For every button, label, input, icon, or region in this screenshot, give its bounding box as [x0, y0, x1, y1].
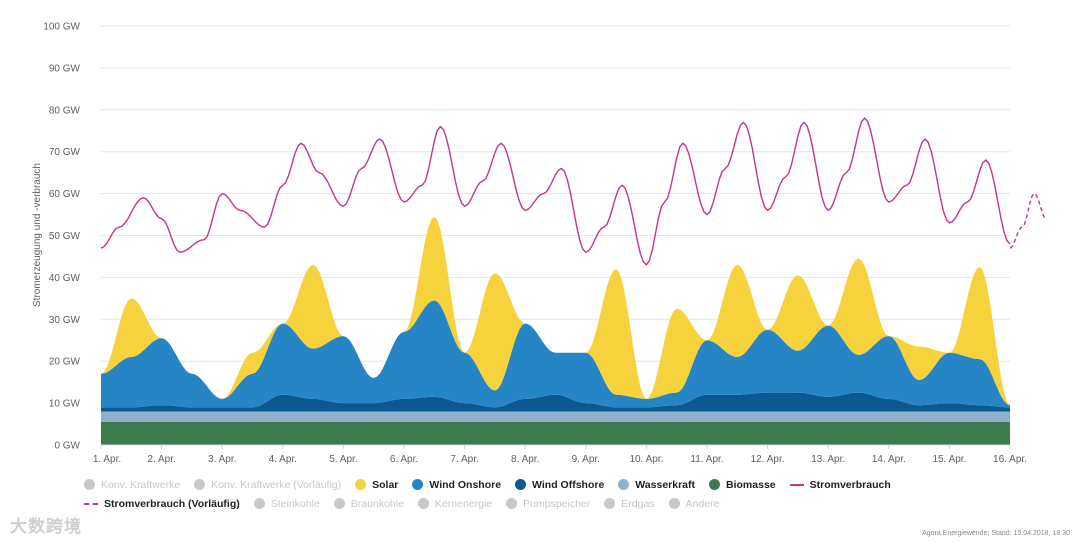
y-tick-label: 30 GW	[49, 315, 81, 326]
legend-label: Pumpspeicher	[523, 497, 591, 510]
x-tick-label: 15. Apr.	[932, 454, 966, 465]
x-tick-label: 16. Apr.	[993, 454, 1027, 465]
legend-dot-icon	[668, 498, 680, 509]
y-tick-label: 80 GW	[49, 105, 81, 116]
legend-item-biomasse[interactable]: Biomasse	[709, 479, 776, 491]
legend-label: Wasserkraft	[635, 478, 696, 491]
credit-text: Agora Energiewende; Stand: 15.04.2018, 1…	[922, 530, 1070, 537]
y-tick-label: 20 GW	[49, 357, 81, 368]
y-tick-label: 100 GW	[43, 22, 80, 33]
y-tick-label: 50 GW	[49, 231, 81, 242]
legend-dot-icon	[515, 479, 527, 490]
legend-item-kernenergie[interactable]: Kernenergie	[417, 497, 493, 510]
y-tick-label: 10 GW	[49, 399, 81, 410]
legend-line-icon	[789, 483, 804, 486]
legend-item-stromverbrauch-vorl-ufig-[interactable]: Stromverbrauch (Vorläufig)	[84, 498, 240, 510]
x-tick-label: 4. Apr.	[269, 454, 297, 465]
legend-row-1: Konv. Kraftwerke Konv. Kraftwerke (Vorläu…	[84, 475, 1044, 494]
legend-label: Andere	[685, 497, 720, 510]
line-series	[100, 117, 1047, 266]
x-tick-label: 3. Apr.	[208, 454, 236, 465]
legend-item-konv-kraftwerke[interactable]: Konv. Kraftwerke	[84, 479, 180, 491]
x-tick-label: 5. Apr.	[329, 454, 357, 465]
legend-dot-icon	[412, 479, 424, 490]
legend-dot-icon	[333, 498, 345, 509]
y-tick-label: 90 GW	[49, 63, 81, 74]
area-wind-onshore	[101, 300, 1010, 408]
legend-label: Erdgas	[621, 497, 655, 510]
x-tick-label: 14. Apr.	[872, 454, 906, 465]
x-tick-label: 10. Apr.	[629, 454, 663, 465]
legend-dot-icon	[604, 498, 616, 509]
legend-item-wind-offshore[interactable]: Wind Offshore	[515, 479, 604, 491]
legend-item-konv-kraftwerke-vorl-ufig-[interactable]: Konv. Kraftwerke (Vorläufig)	[194, 479, 341, 491]
area-wind-offshore	[101, 392, 1010, 412]
x-tick-label: 13. Apr.	[811, 454, 845, 465]
y-axis-ticks: 0 GW 10 GW 20 GW 30 GW 40 GW 50 GW 60 GW 70 GW 8…	[43, 22, 80, 452]
legend-label: Braunkohle	[350, 497, 404, 510]
legend-dot-icon	[417, 498, 429, 509]
legend: Konv. Kraftwerke Konv. Kraftwerke (Vorläu…	[84, 475, 1044, 513]
x-tick-label: 12. Apr.	[751, 454, 785, 465]
x-tick-label: 1. Apr.	[93, 454, 121, 465]
legend-item-erdgas[interactable]: Erdgas	[604, 497, 655, 510]
legend-item-wind-onshore[interactable]: Wind Onshore	[412, 479, 501, 491]
legend-dot-icon	[84, 479, 95, 490]
legend-dot-icon	[355, 479, 367, 490]
area-series	[101, 216, 1010, 445]
legend-item-braunkohle[interactable]: Braunkohle	[333, 497, 404, 510]
x-tick-label: 9. Apr.	[572, 454, 600, 465]
x-axis-ticks: 1. Apr. 2. Apr. 3. Apr. 4. Apr. 5. Apr. 6. Ap…	[93, 445, 1027, 465]
legend-label: Wind Offshore	[532, 478, 605, 491]
legend-label: Stromverbrauch	[809, 478, 891, 491]
legend-label: Stromverbrauch (Vorläufig)	[104, 497, 240, 510]
y-axis-title: Stromerzeugung und -verbrauch	[32, 163, 43, 307]
y-tick-label: 60 GW	[49, 189, 81, 200]
x-tick-label: 6. Apr.	[390, 454, 418, 465]
x-tick-label: 2. Apr.	[147, 454, 175, 465]
legend-label: Konv. Kraftwerke (Vorläufig)	[211, 478, 342, 491]
legend-item-pumpspeicher[interactable]: Pumpspeicher	[506, 498, 590, 510]
area-biomasse	[101, 422, 1010, 445]
legend-item-solar[interactable]: Solar	[355, 479, 398, 491]
x-tick-label: 8. Apr.	[511, 454, 539, 465]
legend-dot-icon	[618, 479, 630, 490]
legend-label: Kernenergie	[434, 497, 493, 510]
legend-row-2: Stromverbrauch (Vorläufig) Steinkohle Brau…	[84, 494, 1044, 513]
legend-dash-icon	[84, 502, 98, 505]
line-stromverbrauch-vorl-ufig-	[1009, 192, 1047, 249]
x-tick-label: 7. Apr.	[450, 454, 478, 465]
line-stromverbrauch	[100, 117, 1011, 266]
legend-label: Konv. Kraftwerke	[101, 478, 181, 491]
legend-item-steinkohle[interactable]: Steinkohle	[253, 497, 320, 510]
legend-label: Wind Onshore	[429, 478, 502, 491]
legend-item-stromverbrauch[interactable]: Stromverbrauch	[789, 478, 891, 491]
x-tick-label: 11. Apr.	[690, 454, 723, 465]
legend-dot-icon	[253, 498, 265, 509]
legend-dot-icon	[194, 479, 206, 490]
legend-dot-icon	[506, 498, 518, 509]
watermark-logo: 大数跨境	[10, 517, 82, 536]
legend-label: Steinkohle	[270, 497, 320, 510]
y-tick-label: 70 GW	[49, 147, 81, 158]
y-tick-label: 0 GW	[54, 441, 80, 452]
legend-label: Biomasse	[726, 478, 776, 491]
area-wasserkraft	[101, 411, 1010, 422]
legend-dot-icon	[709, 479, 721, 490]
legend-item-andere[interactable]: Andere	[668, 497, 720, 510]
legend-item-wasserkraft[interactable]: Wasserkraft	[618, 479, 695, 491]
y-tick-label: 40 GW	[49, 273, 81, 284]
legend-label: Solar	[372, 478, 399, 491]
chart: 0 GW 10 GW 20 GW 30 GW 40 GW 50 GW 60 GW 70 GW 8…	[32, 22, 1047, 465]
